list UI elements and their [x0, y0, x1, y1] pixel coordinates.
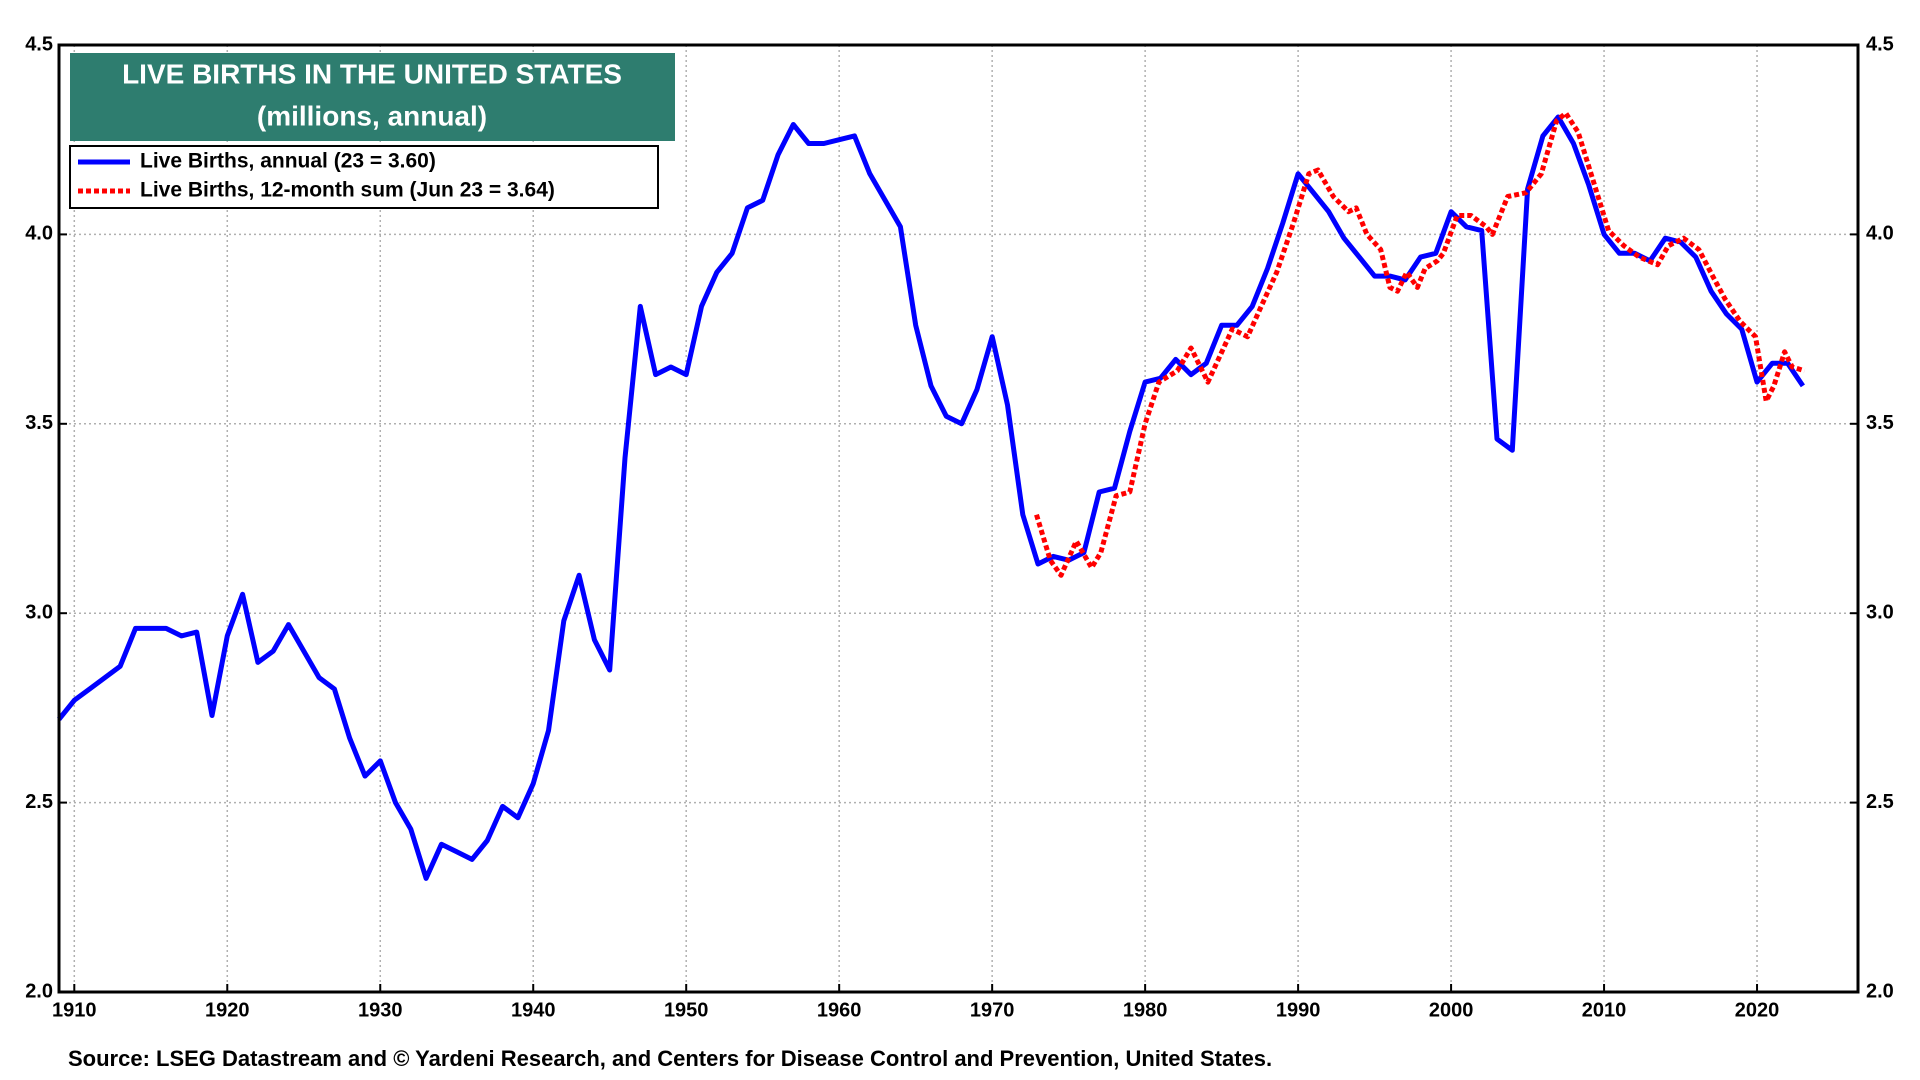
legend-label: Live Births, annual (23 = 3.60) [140, 150, 436, 173]
y-tick-label: 4.0 [25, 223, 53, 245]
y-tick-label: 4.5 [25, 33, 53, 55]
x-tick-label: 2010 [1582, 999, 1627, 1021]
x-tick-label: 1930 [358, 999, 403, 1021]
y2-tick-label: 2.5 [1866, 791, 1894, 813]
x-tick-label: 1940 [511, 999, 556, 1021]
chart-subtitle: (millions, annual) [257, 100, 487, 131]
x-tick-label: 1980 [1123, 999, 1168, 1021]
y-tick-label: 3.5 [25, 412, 53, 434]
y2-tick-label: 4.5 [1866, 33, 1894, 55]
y2-tick-label: 2.0 [1866, 980, 1894, 1002]
y-tick-label: 2.0 [25, 980, 53, 1002]
y2-tick-label: 4.0 [1866, 223, 1894, 245]
y2-tick-label: 3.0 [1866, 601, 1894, 623]
x-tick-label: 1920 [205, 999, 250, 1021]
title-box [70, 53, 675, 141]
x-tick-label: 2000 [1429, 999, 1474, 1021]
y2-tick-label: 3.5 [1866, 412, 1894, 434]
plot-frame [57, 43, 1860, 994]
x-tick-label: 1910 [52, 999, 97, 1021]
y-tick-label: 2.5 [25, 791, 53, 813]
plot-lines [57, 110, 1806, 881]
legend: Live Births, annual (23 = 3.60) Live Birt… [78, 150, 555, 202]
legend-box [69, 145, 659, 209]
source-note: Source: LSEG Datastream and © Yardeni Re… [68, 1046, 1272, 1071]
x-tick-label: 2020 [1735, 999, 1780, 1021]
x-tick-label: 1960 [817, 999, 862, 1021]
x-tick-label: 1950 [664, 999, 709, 1021]
series-line [57, 114, 1805, 881]
x-tick-label: 1970 [970, 999, 1015, 1021]
chart-title: LIVE BIRTHS IN THE UNITED STATES [122, 58, 622, 89]
legend-label: Live Births, 12-month sum (Jun 23 = 3.64… [140, 179, 555, 202]
series-line [1034, 110, 1806, 578]
x-tick-label: 1990 [1276, 999, 1321, 1021]
y-tick-label: 3.0 [25, 601, 53, 623]
